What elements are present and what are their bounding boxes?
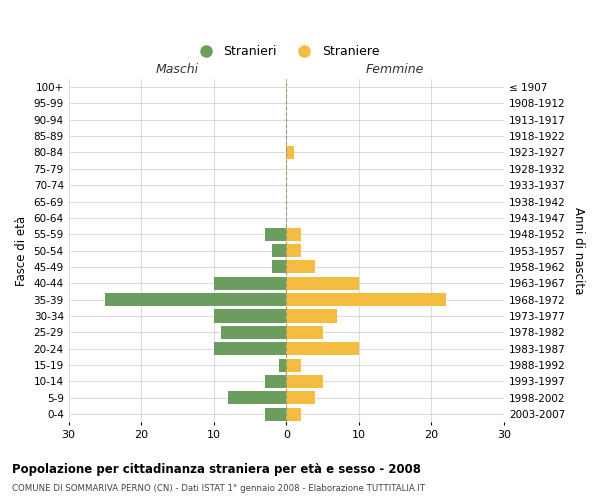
Bar: [286, 358, 301, 372]
Text: Popolazione per cittadinanza straniera per età e sesso - 2008: Popolazione per cittadinanza straniera p…: [12, 462, 421, 475]
Bar: [286, 293, 446, 306]
Bar: [286, 228, 301, 241]
Bar: [286, 342, 359, 355]
Text: Maschi: Maschi: [156, 62, 199, 76]
Bar: [279, 358, 286, 372]
Text: Femmine: Femmine: [366, 62, 424, 76]
Legend: Stranieri, Straniere: Stranieri, Straniere: [188, 40, 385, 64]
Bar: [286, 408, 301, 420]
Bar: [286, 392, 316, 404]
Bar: [286, 146, 293, 159]
Bar: [221, 326, 286, 339]
Y-axis label: Anni di nascita: Anni di nascita: [572, 207, 585, 294]
Bar: [105, 293, 286, 306]
Bar: [214, 277, 286, 290]
Bar: [286, 244, 301, 257]
Bar: [286, 277, 359, 290]
Bar: [214, 310, 286, 322]
Bar: [272, 244, 286, 257]
Bar: [265, 375, 286, 388]
Text: COMUNE DI SOMMARIVA PERNO (CN) - Dati ISTAT 1° gennaio 2008 - Elaborazione TUTTI: COMUNE DI SOMMARIVA PERNO (CN) - Dati IS…: [12, 484, 425, 493]
Bar: [286, 310, 337, 322]
Bar: [286, 260, 316, 274]
Bar: [286, 326, 323, 339]
Bar: [272, 260, 286, 274]
Bar: [228, 392, 286, 404]
Bar: [214, 342, 286, 355]
Bar: [265, 408, 286, 420]
Bar: [286, 375, 323, 388]
Y-axis label: Fasce di età: Fasce di età: [15, 216, 28, 286]
Bar: [265, 228, 286, 241]
